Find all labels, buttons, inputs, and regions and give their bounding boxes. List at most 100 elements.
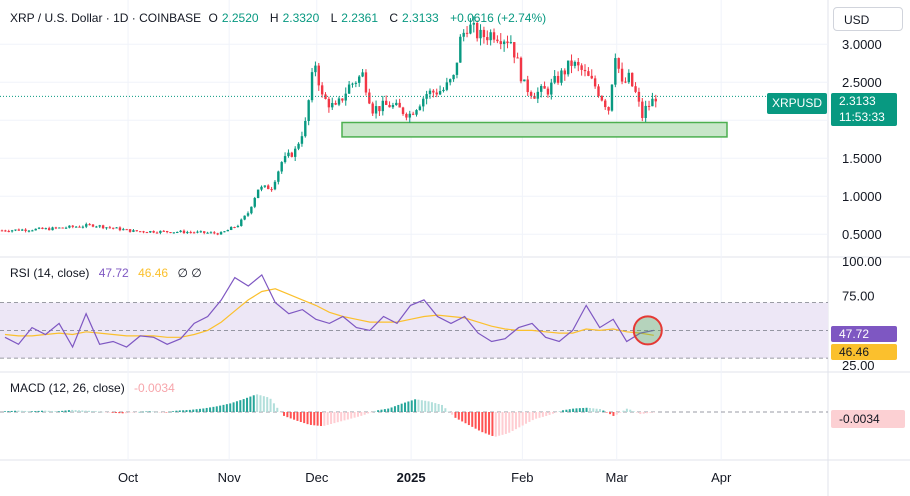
macd-bar xyxy=(14,410,17,412)
macd-bar xyxy=(125,412,128,414)
candle-body xyxy=(499,41,502,45)
candle-body xyxy=(418,106,422,111)
x-tick-label: Dec xyxy=(305,470,329,485)
candle-body xyxy=(253,198,256,207)
rsi-tick-label: 75.00 xyxy=(842,289,875,304)
macd-bar xyxy=(98,411,101,412)
macd-bar xyxy=(393,406,396,412)
candle-body xyxy=(408,113,411,118)
macd-bar xyxy=(441,404,444,412)
macd-title[interactable]: MACD (12, 26, close) xyxy=(10,381,125,395)
last-price-box: 2.3133 11:53:33 xyxy=(831,93,897,126)
candle-body xyxy=(155,232,159,234)
macd-bar xyxy=(531,412,534,421)
candle-body xyxy=(71,225,74,227)
candle-body xyxy=(189,232,192,234)
macd-bar xyxy=(592,408,595,412)
candle-body xyxy=(364,72,368,93)
macd-bar xyxy=(595,408,598,412)
macd-bar xyxy=(313,412,316,426)
candle-body xyxy=(74,226,78,228)
currency-button[interactable]: USD xyxy=(833,7,903,31)
macd-bar xyxy=(252,395,255,412)
candle-body xyxy=(391,105,395,108)
macd-bar xyxy=(588,407,591,412)
candle-body xyxy=(270,189,273,191)
candle-body xyxy=(243,215,246,220)
rsi-ma-line xyxy=(4,288,654,338)
candle-body xyxy=(135,230,138,232)
candle-body xyxy=(384,100,388,105)
candle-body xyxy=(287,152,290,157)
macd-bar xyxy=(578,408,581,412)
candle-body xyxy=(68,225,71,228)
rsi-tick-label: 25.00 xyxy=(842,358,875,373)
macd-bar xyxy=(383,409,386,412)
candle-body xyxy=(10,230,14,232)
symbol-title[interactable]: XRP / U.S. Dollar · 1D · COINBASE xyxy=(10,11,202,25)
macd-bar xyxy=(404,402,407,412)
macd-bar xyxy=(551,412,554,414)
x-tick-label: Oct xyxy=(118,470,139,485)
candle-body xyxy=(347,84,351,94)
candle-body xyxy=(233,227,236,229)
candle-body xyxy=(314,65,317,73)
macd-bar xyxy=(598,409,601,412)
candle-body xyxy=(627,72,631,83)
candle-body xyxy=(17,229,21,231)
macd-bar xyxy=(316,412,319,426)
x-tick-label: Nov xyxy=(218,470,242,485)
macd-bar xyxy=(545,412,548,416)
candle-body xyxy=(327,98,331,108)
candle-body xyxy=(395,102,398,106)
candle-body xyxy=(351,83,354,85)
macd-bar xyxy=(417,399,420,412)
candle-body xyxy=(654,98,657,102)
macd-bar xyxy=(615,412,618,415)
candle-body xyxy=(415,110,418,115)
candle-body xyxy=(88,224,91,226)
candle-body xyxy=(209,232,213,234)
candle-body xyxy=(145,232,149,234)
candle-body xyxy=(4,230,7,232)
candle-body xyxy=(95,226,98,228)
macd-bar xyxy=(51,410,54,412)
macd-bar xyxy=(229,403,232,412)
macd-bar xyxy=(356,412,359,417)
candle-body xyxy=(455,62,459,75)
macd-bar xyxy=(205,407,208,412)
macd-bar xyxy=(501,412,504,435)
candle-body xyxy=(176,231,179,233)
macd-bar xyxy=(343,412,346,421)
candle-body xyxy=(641,101,644,118)
y-tick-label: 2.5000 xyxy=(842,75,882,90)
rsi-flags: ∅ ∅ xyxy=(177,266,202,280)
candle-body xyxy=(240,219,243,226)
rsi-title[interactable]: RSI (14, close) xyxy=(10,266,90,280)
candle-body xyxy=(61,227,64,229)
macd-value-tag: -0.0034 xyxy=(831,410,905,428)
macd-bar xyxy=(635,412,638,413)
macd-bar xyxy=(457,412,460,420)
candle-body xyxy=(132,230,135,232)
candle-body xyxy=(583,69,587,72)
candle-body xyxy=(260,186,263,190)
macd-value: -0.0034 xyxy=(134,381,175,395)
macd-bar xyxy=(491,412,494,436)
rsi-value-tag: 47.72 xyxy=(831,326,897,342)
macd-bar xyxy=(380,409,383,412)
candle-body xyxy=(607,107,610,111)
candle-body xyxy=(250,206,253,214)
macd-bar xyxy=(198,408,201,412)
candle-body xyxy=(85,224,88,227)
candle-body xyxy=(546,88,550,95)
candle-body xyxy=(462,32,465,37)
low-value: 2.2361 xyxy=(341,11,378,25)
candle-body xyxy=(496,39,499,42)
macd-bar xyxy=(387,408,390,412)
candle-body xyxy=(304,120,307,137)
macd-bar xyxy=(37,410,40,412)
candle-body xyxy=(41,227,44,229)
candle-body xyxy=(263,185,267,187)
candle-body xyxy=(47,228,51,231)
